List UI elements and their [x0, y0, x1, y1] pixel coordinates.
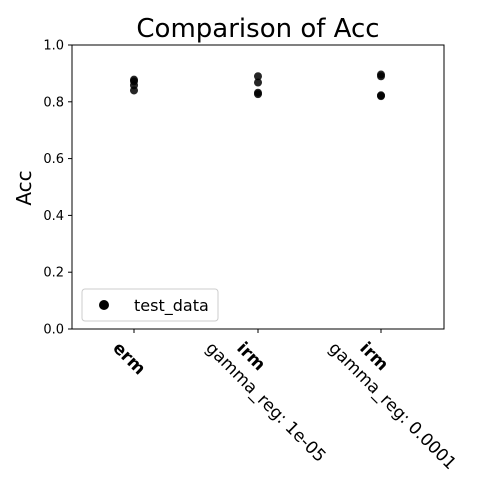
x-tick-label: irmgamma_reg: 0.0001: [324, 323, 475, 474]
x-tick-label: erm: [108, 338, 149, 379]
data-point: [130, 86, 138, 95]
y-axis-ticks: 0.0 0.2 0.4 0.6 0.8 1.0: [43, 39, 72, 338]
data-point: [254, 78, 262, 87]
data-point: [254, 72, 262, 81]
data-point: [377, 72, 385, 81]
y-tick-label: 0.0: [43, 323, 64, 338]
x-axis-ticks: erm irmgamma_reg: 1e-05 irmgamma_reg: 0.00…: [108, 323, 475, 474]
x-tick-label-sub: gamma_reg: 0.0001: [324, 338, 460, 474]
legend: test_data: [81, 288, 219, 322]
y-tick-label: 0.6: [43, 152, 64, 167]
data-point: [377, 92, 385, 101]
y-tick-label: 0.8: [43, 95, 64, 110]
x-tick-label: irmgamma_reg: 1e-05: [201, 323, 345, 467]
legend-marker: [99, 300, 109, 310]
legend-box: [81, 288, 219, 322]
plot-area-frame: [71, 44, 445, 330]
y-axis-label: Acc: [12, 170, 36, 205]
legend-label: test_data: [134, 296, 209, 316]
data-point: [254, 90, 262, 99]
y-tick-label: 0.4: [43, 209, 64, 224]
x-tick-label-name: erm: [108, 338, 149, 379]
y-tick-label: 1.0: [43, 39, 64, 54]
chart-title: Comparison of Acc: [136, 14, 379, 44]
y-tick-label: 0.2: [43, 266, 64, 281]
data-points: [130, 70, 385, 101]
